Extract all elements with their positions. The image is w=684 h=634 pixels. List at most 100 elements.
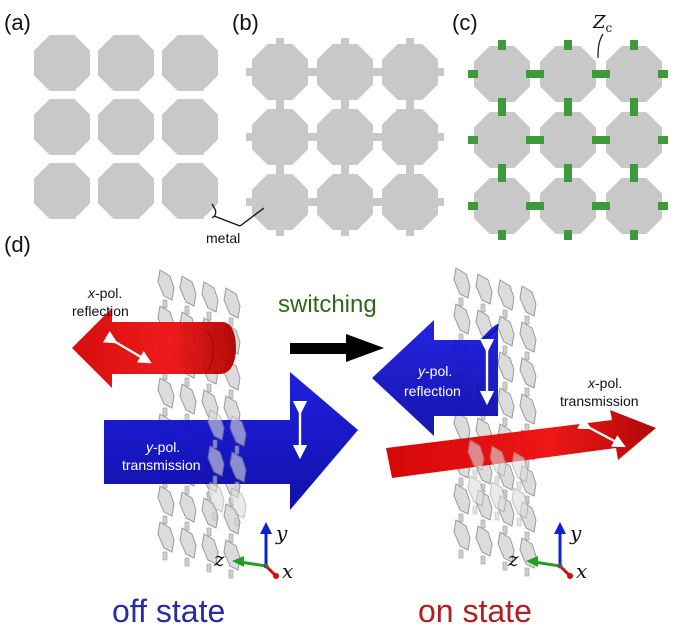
metasurface-cell xyxy=(467,475,485,507)
metasurface-link xyxy=(162,407,168,417)
junction xyxy=(304,68,321,76)
metal-tile xyxy=(474,112,530,168)
metasurface-link xyxy=(234,517,240,527)
junction xyxy=(526,70,544,78)
junction xyxy=(406,38,414,48)
metasurface-link xyxy=(502,345,508,355)
metasurface-cell xyxy=(223,539,241,571)
metasurface-cell xyxy=(519,357,537,389)
right-metasurface xyxy=(453,267,537,577)
left-axis-x: x xyxy=(282,559,293,583)
junction xyxy=(246,68,256,76)
metal-tile xyxy=(34,163,90,219)
metal-tile xyxy=(252,44,308,100)
metasurface-link xyxy=(184,557,190,567)
junction xyxy=(276,96,284,113)
metasurface-link xyxy=(228,389,234,399)
metal-tile xyxy=(540,46,596,102)
metasurface-cell xyxy=(229,451,247,483)
junction xyxy=(276,226,284,236)
metal-tile xyxy=(474,178,530,234)
metasurface-link xyxy=(228,569,234,579)
right-transmission-label-line1: x-pol. xyxy=(587,375,622,391)
junction xyxy=(468,202,478,210)
metasurface-link xyxy=(184,377,190,387)
metasurface-link xyxy=(212,511,218,521)
metasurface-cell xyxy=(511,451,529,483)
metasurface-link xyxy=(184,521,190,531)
right-axis-y: y xyxy=(569,521,582,545)
metal-tile xyxy=(606,112,662,168)
metal-tile xyxy=(317,174,373,230)
metal-tile xyxy=(540,112,596,168)
right-transmission-label-line2: transmission xyxy=(560,393,639,409)
junction xyxy=(498,98,506,116)
metal-tile xyxy=(34,99,90,155)
metasurface-cell xyxy=(453,267,471,299)
metal-tile xyxy=(98,163,154,219)
junction xyxy=(434,68,444,76)
junction xyxy=(498,164,506,182)
metal-tile xyxy=(162,35,218,91)
metasurface-link xyxy=(458,513,464,523)
metasurface-link xyxy=(502,309,508,319)
metal-tile xyxy=(317,109,373,165)
off-state-label: off state xyxy=(112,593,225,629)
junction xyxy=(369,198,386,206)
left-axis-y: y xyxy=(275,521,288,545)
junction xyxy=(369,133,386,141)
metasurface-link xyxy=(472,469,478,479)
metasurface-link xyxy=(472,505,478,515)
zc-callout: Zc xyxy=(592,12,613,59)
junction xyxy=(406,96,414,113)
metasurface-link xyxy=(458,477,464,487)
junction xyxy=(630,98,638,116)
panel-d-schematic: x-pol. reflection y-pol. transmission sw… xyxy=(72,267,656,629)
junction xyxy=(304,198,321,206)
metasurface-link xyxy=(234,445,240,455)
metal-tile xyxy=(540,178,596,234)
left-axis-z: z xyxy=(213,547,225,571)
left-transmission-label-line1: y-pol. xyxy=(145,439,180,455)
metasurface-cell xyxy=(157,485,175,517)
right-y-pol-reflection-arrow xyxy=(372,320,499,436)
metal-tile xyxy=(162,163,218,219)
metasurface-cell xyxy=(489,445,507,477)
metasurface-cell xyxy=(179,491,197,523)
metasurface-link xyxy=(502,381,508,391)
metasurface-cell xyxy=(497,531,515,563)
junction xyxy=(564,230,572,240)
left-metasurface-front xyxy=(207,409,247,527)
metasurface-link xyxy=(458,549,464,559)
junction xyxy=(434,133,444,141)
metasurface-link xyxy=(524,387,530,397)
metasurface-cell xyxy=(511,487,529,519)
right-x-pol-transmission-arrow xyxy=(386,410,656,478)
junction xyxy=(658,136,668,144)
left-axis-triad: y z x xyxy=(213,521,293,583)
metasurface-cell xyxy=(519,321,537,353)
right-reflection-label-line2: reflection xyxy=(404,383,461,399)
metal-callout: metal xyxy=(206,203,265,246)
metal-tile xyxy=(98,35,154,91)
right-axis-z: z xyxy=(507,547,519,571)
metasurface-link xyxy=(212,439,218,449)
metasurface-cell xyxy=(201,281,219,313)
junction xyxy=(341,226,349,236)
metasurface-cell xyxy=(229,487,247,519)
left-reflection-label-line2: reflection xyxy=(72,303,129,319)
junction xyxy=(498,230,506,240)
metasurface-link xyxy=(480,303,486,313)
metasurface-link xyxy=(502,561,508,571)
panel-label-b: (b) xyxy=(232,10,259,35)
metasurface-link xyxy=(524,531,530,541)
metasurface-cell xyxy=(157,377,175,409)
metasurface-cell xyxy=(475,525,493,557)
junction xyxy=(468,70,478,78)
left-reflection-label-line1: x-pol. xyxy=(87,285,122,301)
metasurface-link xyxy=(516,481,522,491)
metasurface-link xyxy=(234,481,240,491)
metasurface-link xyxy=(502,525,508,535)
metasurface-cell xyxy=(497,315,515,347)
panel-a-disconnected-array xyxy=(34,35,218,219)
